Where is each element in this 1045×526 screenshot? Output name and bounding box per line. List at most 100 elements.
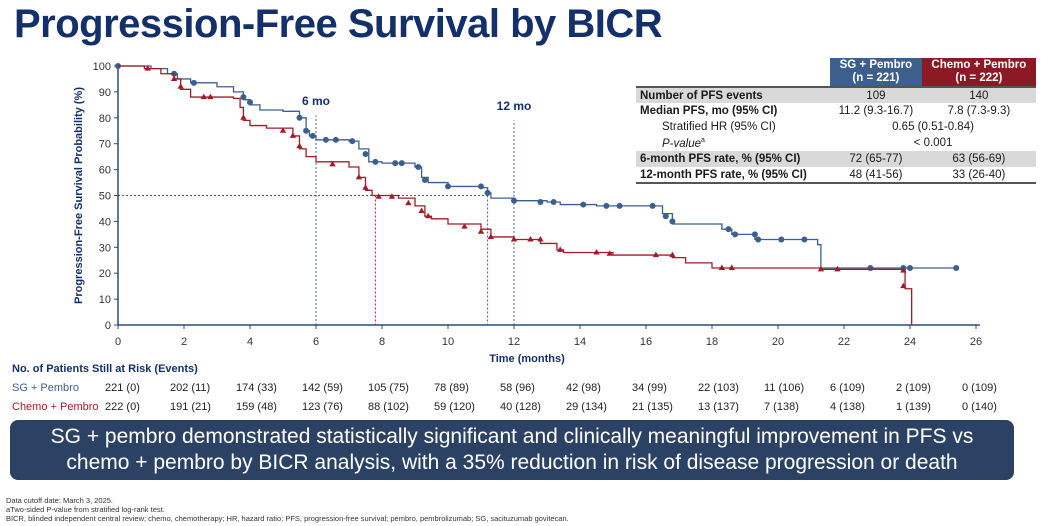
chemo-value: 7.8 (7.3-9.3) xyxy=(947,105,1011,117)
censor-mark xyxy=(332,136,339,143)
censor-mark xyxy=(200,93,207,100)
x-tick-label: 2 xyxy=(181,336,187,348)
risk-value: 159 (48) xyxy=(236,401,277,413)
risk-value: 40 (128) xyxy=(500,401,541,413)
header-sg-n: (n = 221) xyxy=(852,72,900,84)
table-row: Number of PFS events 109 140 xyxy=(636,86,1036,103)
page-title: Progression-Free Survival by BICR xyxy=(14,2,663,46)
x-tick-label: 4 xyxy=(247,336,253,348)
censor-mark xyxy=(900,267,907,273)
censor-mark xyxy=(751,231,758,238)
censor-mark xyxy=(616,202,623,209)
censor-mark xyxy=(580,201,587,208)
censor-mark xyxy=(669,251,676,258)
risk-value: 202 (11) xyxy=(170,382,211,394)
risk-value: 0 (109) xyxy=(962,382,997,394)
x-tick-label: 26 xyxy=(970,336,982,348)
header-sg-name: SG + Pembro xyxy=(839,59,913,71)
x-tick-label: 10 xyxy=(442,336,454,348)
censor-mark xyxy=(511,197,517,204)
censor-mark xyxy=(778,236,785,243)
censor-mark xyxy=(537,236,544,242)
header-chemo-name: Chemo + Pembro xyxy=(931,59,1027,71)
risk-row-label: SG + Pembro xyxy=(12,382,79,394)
censor-mark xyxy=(279,127,287,133)
censor-mark xyxy=(392,160,399,167)
reference-label: 6 mo xyxy=(302,94,330,108)
y-tick-label: 0 xyxy=(105,320,111,332)
header-chemo-n: (n = 222) xyxy=(955,72,1003,84)
table-row: 6-month PFS rate, % (95% CI) 72 (65-77) 63… xyxy=(636,151,1036,167)
risk-value: 1 (139) xyxy=(896,401,931,413)
x-tick-label: 6 xyxy=(313,336,319,348)
risk-value: 222 (0) xyxy=(105,401,140,413)
sg-value: 72 (65-77) xyxy=(830,151,922,167)
risk-value: 58 (96) xyxy=(500,382,535,394)
censor-mark xyxy=(144,65,151,71)
y-tick-label: 70 xyxy=(99,139,111,151)
risk-value: 88 (102) xyxy=(368,401,409,413)
row-label: Number of PFS events xyxy=(636,86,831,103)
censor-mark xyxy=(177,83,184,89)
header-sg: SG + Pembro (n = 221) xyxy=(830,58,922,87)
risk-value: 7 (138) xyxy=(764,401,799,413)
shared-value: < 0.001 xyxy=(913,137,953,149)
censor-mark xyxy=(606,250,613,256)
risk-value: 174 (33) xyxy=(236,382,277,394)
x-tick-label: 18 xyxy=(706,336,718,348)
risk-value: 59 (120) xyxy=(434,401,475,413)
censor-mark xyxy=(755,236,762,243)
footnote: BICR, blinded independent central review… xyxy=(6,514,569,523)
risk-value: 21 (135) xyxy=(632,401,673,413)
censor-mark xyxy=(375,193,382,199)
row-label: P-valuea xyxy=(636,135,830,151)
y-axis-label: Progression-Free Survival Probability (%… xyxy=(73,87,85,304)
censor-mark xyxy=(907,265,913,272)
censor-mark xyxy=(405,199,412,206)
censor-mark xyxy=(296,142,303,149)
censor-mark xyxy=(478,183,484,190)
y-tick-label: 20 xyxy=(99,268,111,280)
km-chart: 0 2 4 6 8 10 12 14 16 18 20 22 24 2601020304050607080… xyxy=(73,61,982,365)
censor-mark xyxy=(487,233,495,239)
censor-mark xyxy=(718,264,726,271)
x-tick-label: 16 xyxy=(640,336,652,348)
censor-mark xyxy=(421,176,428,183)
banner-line: chemo + pembro by BICR analysis, with a … xyxy=(66,451,958,474)
censor-mark xyxy=(398,160,405,167)
censor-mark xyxy=(415,164,422,171)
x-tick-label: 20 xyxy=(772,336,784,348)
censor-mark xyxy=(362,184,369,190)
censor-mark xyxy=(817,265,825,272)
pfs-summary-table: SG + Pembro (n = 221) Chemo + Pembro (n = … xyxy=(636,58,1036,184)
row-label: Stratified HR (95% CI) xyxy=(662,121,776,133)
risk-value: 78 (89) xyxy=(434,382,469,394)
risk-value: 2 (109) xyxy=(896,382,931,394)
table-row: Stratified HR (95% CI) 0.65 (0.51-0.84) xyxy=(636,119,1036,135)
row-label: Median PFS, mo (95% CI) xyxy=(640,105,778,117)
footnote-marker: a xyxy=(701,136,705,144)
sg-value: 48 (41-56) xyxy=(830,167,922,184)
risk-value: 123 (76) xyxy=(302,401,343,413)
censor-mark xyxy=(510,236,518,242)
censor-mark xyxy=(550,198,557,205)
x-tick-label: 0 xyxy=(115,336,121,348)
header-chemo: Chemo + Pembro (n = 222) xyxy=(921,58,1036,87)
censor-mark xyxy=(953,265,960,272)
reference-label: 12 mo xyxy=(497,99,532,113)
y-tick-label: 30 xyxy=(99,242,111,254)
censor-mark xyxy=(900,282,907,289)
censor-mark xyxy=(484,189,491,196)
censor-mark xyxy=(349,138,356,145)
y-tick-label: 60 xyxy=(99,165,111,177)
censor-mark xyxy=(372,158,379,165)
censor-mark xyxy=(669,218,676,225)
risk-row-label: Chemo + Pembro xyxy=(12,401,99,413)
risk-value: 142 (59) xyxy=(302,382,343,394)
y-tick-label: 40 xyxy=(99,216,111,228)
risk-value: 11 (106) xyxy=(764,382,805,394)
censor-mark xyxy=(461,223,468,229)
conclusion-banner: SG + pembro demonstrated statistically s… xyxy=(10,420,1014,480)
table-row: Median PFS, mo (95% CI) 11.2 (9.3-16.7) 7.… xyxy=(636,103,1036,119)
censor-mark xyxy=(309,132,316,139)
